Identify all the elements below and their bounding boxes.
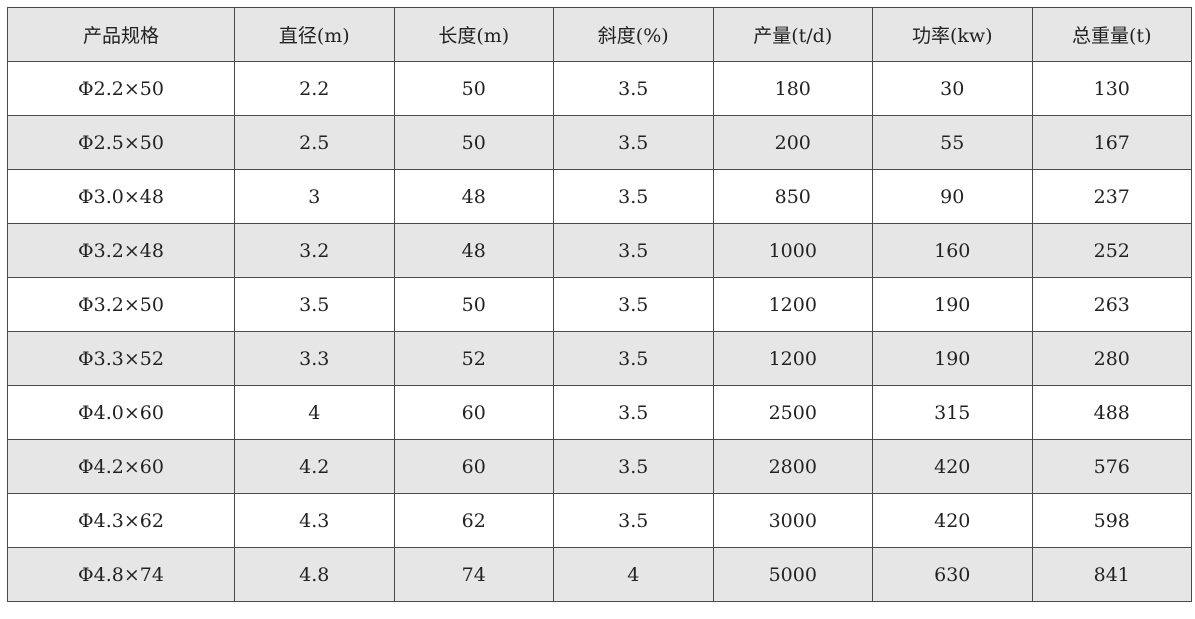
table-cell: 190 <box>872 331 1033 386</box>
table-cell: Φ4.8×74 <box>7 547 235 602</box>
table-cell: 4.2 <box>234 439 395 494</box>
header-row: 产品规格 直径(m) 长度(m) 斜度(%) 产量(t/d) 功率(kw) 总重量(t) <box>7 7 1192 62</box>
table-cell: 48 <box>393 169 554 224</box>
table-cell: Φ4.2×60 <box>7 439 235 494</box>
table-cell: Φ2.2×50 <box>7 61 235 116</box>
table-row: Φ3.2×50 3.5 50 3.5 1200 190 263 <box>7 277 1192 332</box>
table-cell: 90 <box>872 169 1033 224</box>
table-cell: 488 <box>1031 385 1192 440</box>
table-cell: 252 <box>1031 223 1192 278</box>
table-cell: 3.5 <box>553 439 714 494</box>
table-row: Φ3.3×52 3.3 52 3.5 1200 190 280 <box>7 331 1192 386</box>
table-row: Φ2.5×50 2.5 50 3.5 200 55 167 <box>7 115 1192 170</box>
table-cell: Φ4.0×60 <box>7 385 235 440</box>
table-cell: 3.5 <box>553 115 714 170</box>
table-cell: 630 <box>872 547 1033 602</box>
table-row: Φ4.3×62 4.3 62 3.5 3000 420 598 <box>7 493 1192 548</box>
table-row: Φ4.2×60 4.2 60 3.5 2800 420 576 <box>7 439 1192 494</box>
table-cell: 2.5 <box>234 115 395 170</box>
table-cell: 60 <box>393 439 554 494</box>
table-cell: Φ4.3×62 <box>7 493 235 548</box>
table-cell: 4 <box>553 547 714 602</box>
table-cell: 3 <box>234 169 395 224</box>
table-cell: 167 <box>1031 115 1192 170</box>
table-cell: 3.5 <box>553 493 714 548</box>
table-cell: 62 <box>393 493 554 548</box>
table-cell: 263 <box>1031 277 1192 332</box>
table-cell: 3000 <box>712 493 873 548</box>
table-cell: 420 <box>872 439 1033 494</box>
table-cell: 2500 <box>712 385 873 440</box>
table-cell: 60 <box>393 385 554 440</box>
table-cell: 237 <box>1031 169 1192 224</box>
table-row: Φ4.8×74 4.8 74 4 5000 630 841 <box>7 547 1192 602</box>
table-cell: 50 <box>393 115 554 170</box>
table-cell: 74 <box>393 547 554 602</box>
table-cell: Φ3.2×50 <box>7 277 235 332</box>
table-cell: 200 <box>712 115 873 170</box>
table-cell: 598 <box>1031 493 1192 548</box>
table-cell: 1200 <box>712 277 873 332</box>
table-cell: 50 <box>393 61 554 116</box>
table-cell: 4.8 <box>234 547 395 602</box>
table-cell: 280 <box>1031 331 1192 386</box>
table-cell: 3.5 <box>553 277 714 332</box>
table-cell: 1000 <box>712 223 873 278</box>
table-cell: 50 <box>393 277 554 332</box>
table-cell: 180 <box>712 61 873 116</box>
table-row: Φ4.0×60 4 60 3.5 2500 315 488 <box>7 385 1192 440</box>
table-cell: Φ2.5×50 <box>7 115 235 170</box>
table-cell: Φ3.2×48 <box>7 223 235 278</box>
table-cell: 3.5 <box>553 223 714 278</box>
table-cell: 2.2 <box>234 61 395 116</box>
table-cell: 5000 <box>712 547 873 602</box>
table-cell: 3.5 <box>553 331 714 386</box>
table-cell: 30 <box>872 61 1033 116</box>
table-row: Φ3.0×48 3 48 3.5 850 90 237 <box>7 169 1192 224</box>
table-cell: 190 <box>872 277 1033 332</box>
table-cell: 315 <box>872 385 1033 440</box>
table-cell: 3.5 <box>553 169 714 224</box>
column-header: 功率(kw) <box>872 7 1033 62</box>
table-cell: 576 <box>1031 439 1192 494</box>
column-header: 斜度(%) <box>553 7 714 62</box>
column-header: 产量(t/d) <box>712 7 873 62</box>
table-row: Φ2.2×50 2.2 50 3.5 180 30 130 <box>7 61 1192 116</box>
table-cell: 52 <box>393 331 554 386</box>
table-cell: 841 <box>1031 547 1192 602</box>
column-header: 长度(m) <box>393 7 554 62</box>
table-cell: 1200 <box>712 331 873 386</box>
table-cell: 3.5 <box>234 277 395 332</box>
table-cell: 2800 <box>712 439 873 494</box>
table-cell: 3.5 <box>553 385 714 440</box>
table-cell: 420 <box>872 493 1033 548</box>
table-cell: 4 <box>234 385 395 440</box>
table-cell: 55 <box>872 115 1033 170</box>
table-cell: 160 <box>872 223 1033 278</box>
table-cell: 850 <box>712 169 873 224</box>
table-cell: 48 <box>393 223 554 278</box>
table-cell: 4.3 <box>234 493 395 548</box>
table-cell: Φ3.0×48 <box>7 169 235 224</box>
table-cell: 130 <box>1031 61 1192 116</box>
table-row: Φ3.2×48 3.2 48 3.5 1000 160 252 <box>7 223 1192 278</box>
kiln-spec-table: 产品规格 直径(m) 长度(m) 斜度(%) 产量(t/d) 功率(kw) 总重量(t) Φ… <box>7 7 1192 602</box>
column-header: 直径(m) <box>234 7 395 62</box>
column-header: 总重量(t) <box>1031 7 1192 62</box>
table-cell: 3.3 <box>234 331 395 386</box>
table-cell: 3.2 <box>234 223 395 278</box>
column-header: 产品规格 <box>7 7 235 62</box>
table-cell: 3.5 <box>553 61 714 116</box>
table-cell: Φ3.3×52 <box>7 331 235 386</box>
